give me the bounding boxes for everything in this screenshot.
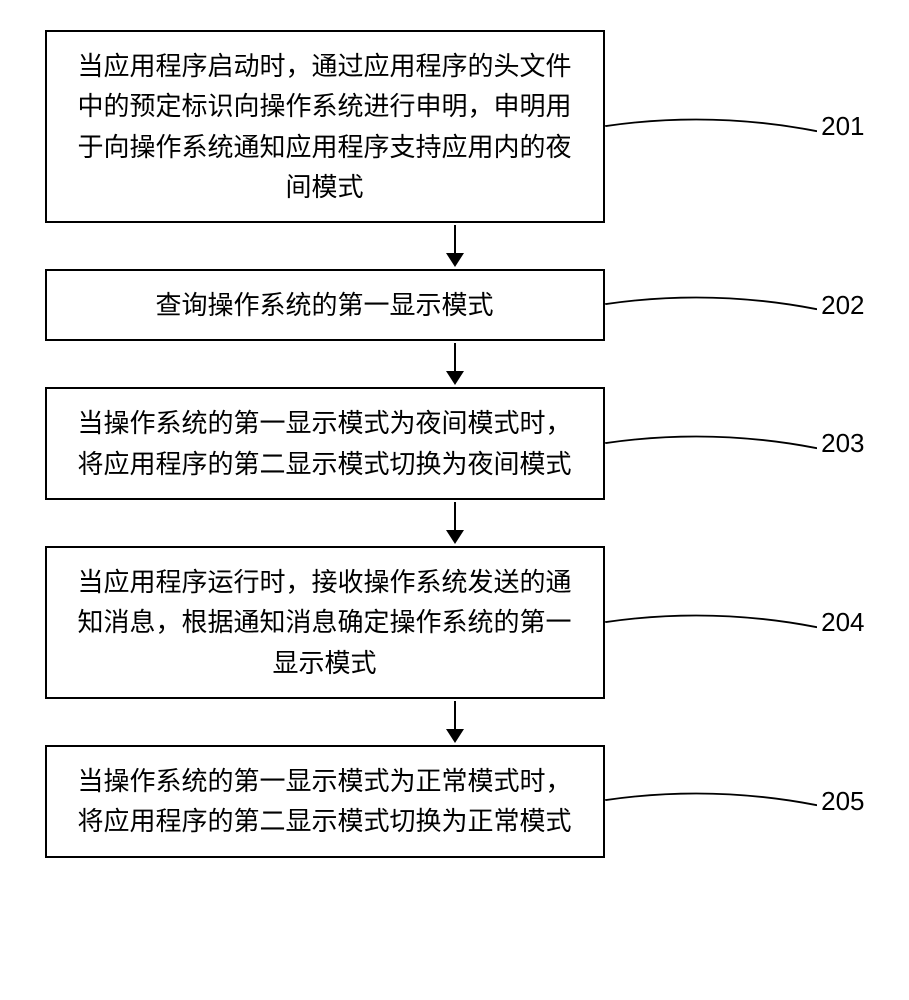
step-label: 204 xyxy=(817,607,864,638)
step-box-204: 当应用程序运行时，接收操作系统发送的通知消息，根据通知消息确定操作系统的第一显示… xyxy=(45,546,605,699)
leader-line xyxy=(605,788,818,814)
step-row-205: 当操作系统的第一显示模式为正常模式时，将应用程序的第二显示模式切换为正常模式 2… xyxy=(45,745,865,858)
arrow-head-icon xyxy=(446,253,464,267)
arrow-head-icon xyxy=(446,371,464,385)
leader-line xyxy=(605,292,818,318)
step-row-202: 查询操作系统的第一显示模式 202 xyxy=(45,269,865,341)
arrow-stem xyxy=(454,701,456,729)
step-box-202: 查询操作系统的第一显示模式 xyxy=(45,269,605,341)
arrow-down xyxy=(446,225,464,267)
arrow-down xyxy=(446,343,464,385)
step-text: 当应用程序启动时，通过应用程序的头文件中的预定标识向操作系统进行申明，申明用于向… xyxy=(67,46,583,207)
arrow-stem xyxy=(454,225,456,253)
arrow-head-icon xyxy=(446,729,464,743)
flowchart-container: 当应用程序启动时，通过应用程序的头文件中的预定标识向操作系统进行申明，申明用于向… xyxy=(45,30,865,858)
leader-line xyxy=(605,114,818,140)
step-box-205: 当操作系统的第一显示模式为正常模式时，将应用程序的第二显示模式切换为正常模式 xyxy=(45,745,605,858)
step-label: 205 xyxy=(817,786,864,817)
arrow-head-icon xyxy=(446,530,464,544)
arrow-stem xyxy=(454,343,456,371)
arrow-down xyxy=(446,701,464,743)
step-label: 202 xyxy=(817,290,864,321)
step-text: 当应用程序运行时，接收操作系统发送的通知消息，根据通知消息确定操作系统的第一显示… xyxy=(67,562,583,683)
step-box-203: 当操作系统的第一显示模式为夜间模式时，将应用程序的第二显示模式切换为夜间模式 xyxy=(45,387,605,500)
arrow-down xyxy=(446,502,464,544)
step-row-201: 当应用程序启动时，通过应用程序的头文件中的预定标识向操作系统进行申明，申明用于向… xyxy=(45,30,865,223)
step-text: 查询操作系统的第一显示模式 xyxy=(155,285,493,325)
step-text: 当操作系统的第一显示模式为夜间模式时，将应用程序的第二显示模式切换为夜间模式 xyxy=(67,403,583,484)
step-row-204: 当应用程序运行时，接收操作系统发送的通知消息，根据通知消息确定操作系统的第一显示… xyxy=(45,546,865,699)
arrow-stem xyxy=(454,502,456,530)
leader-line xyxy=(605,431,818,457)
step-label: 203 xyxy=(817,428,864,459)
step-box-201: 当应用程序启动时，通过应用程序的头文件中的预定标识向操作系统进行申明，申明用于向… xyxy=(45,30,605,223)
leader-line xyxy=(605,610,818,636)
step-label: 201 xyxy=(817,111,864,142)
step-text: 当操作系统的第一显示模式为正常模式时，将应用程序的第二显示模式切换为正常模式 xyxy=(67,761,583,842)
step-row-203: 当操作系统的第一显示模式为夜间模式时，将应用程序的第二显示模式切换为夜间模式 2… xyxy=(45,387,865,500)
